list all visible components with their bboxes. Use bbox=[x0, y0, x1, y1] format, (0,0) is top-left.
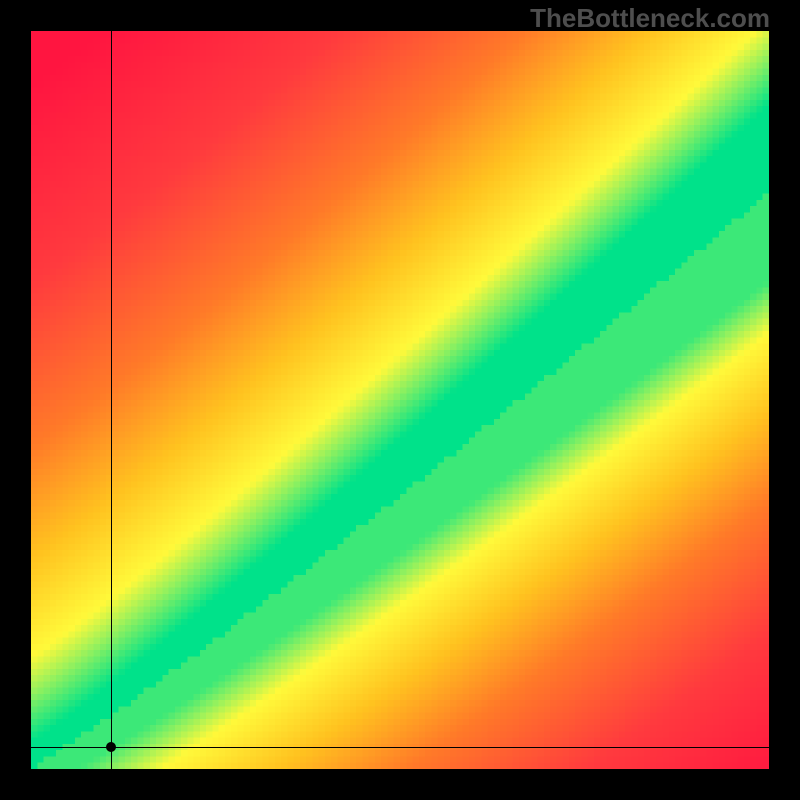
crosshair-vertical bbox=[111, 31, 112, 769]
watermark-text: TheBottleneck.com bbox=[530, 3, 770, 34]
crosshair-horizontal bbox=[31, 747, 769, 748]
bottleneck-heatmap bbox=[31, 31, 769, 769]
crosshair-marker bbox=[106, 742, 116, 752]
chart-container: { "canvas": { "width": 800, "height": 80… bbox=[0, 0, 800, 800]
